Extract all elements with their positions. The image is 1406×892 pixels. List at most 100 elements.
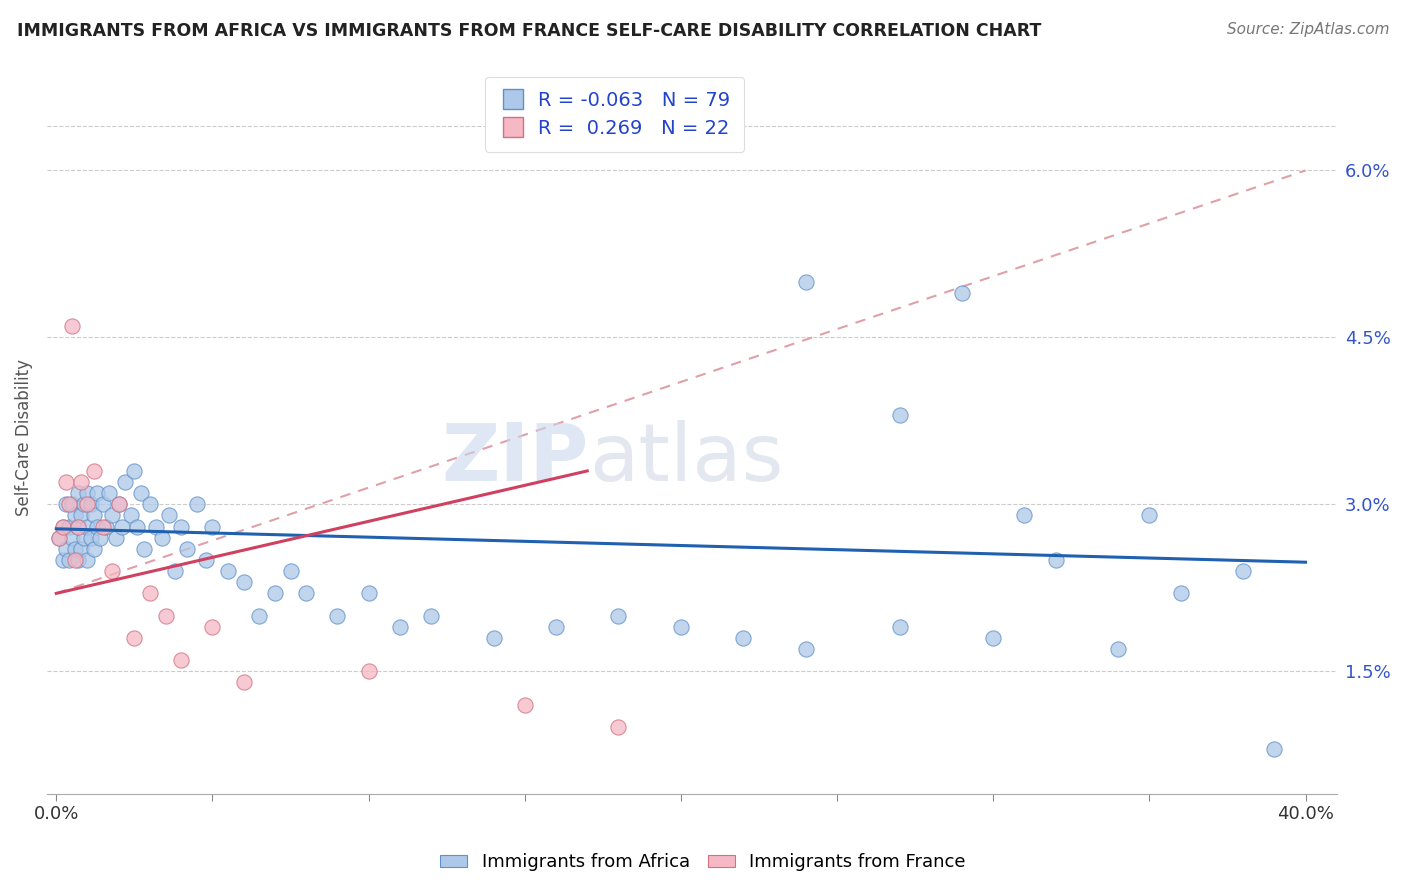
Point [79,531,101,545]
Point [76,497,98,511]
Point [107,497,129,511]
Point [482,631,505,645]
Point [186,497,208,511]
Point [170,653,193,667]
Point [67,553,90,567]
Point [201,519,224,533]
Point [127,519,149,533]
Text: atlas: atlas [589,420,783,498]
Point [91,497,114,511]
Point [889,620,911,634]
Point [139,497,162,511]
Point [157,508,180,523]
Point [70,508,93,523]
Point [950,285,973,300]
Point [70,475,93,489]
Point [139,586,162,600]
Point [67,519,90,533]
Point [247,608,270,623]
Point [544,620,567,634]
Point [217,564,239,578]
Point [1137,508,1160,523]
Point [163,564,186,578]
Point [132,541,155,556]
Point [357,586,380,600]
Point [83,508,105,523]
Point [357,665,380,679]
Point [48,531,70,545]
Point [70,541,93,556]
Text: Source: ZipAtlas.com: Source: ZipAtlas.com [1226,22,1389,37]
Point [176,541,198,556]
Point [67,486,90,500]
Point [794,642,817,657]
Point [152,531,174,545]
Y-axis label: Self-Care Disability: Self-Care Disability [15,359,32,516]
Point [513,698,536,712]
Point [51,519,73,533]
Text: ZIP: ZIP [441,420,589,498]
Point [280,564,302,578]
Point [1170,586,1192,600]
Point [170,519,193,533]
Point [111,519,134,533]
Point [51,553,73,567]
Point [55,541,77,556]
Point [60,531,83,545]
Point [129,486,152,500]
Point [114,475,136,489]
Point [86,519,108,533]
Point [58,553,80,567]
Point [295,586,318,600]
Point [76,486,98,500]
Point [669,620,692,634]
Point [83,464,105,478]
Point [55,497,77,511]
Point [58,519,80,533]
Legend: Immigrants from Africa, Immigrants from France: Immigrants from Africa, Immigrants from … [433,847,973,879]
Point [1045,553,1067,567]
Legend: R = -0.063   N = 79, R =  0.269   N = 22: R = -0.063 N = 79, R = 0.269 N = 22 [485,77,744,152]
Point [67,519,90,533]
Point [79,497,101,511]
Point [124,631,146,645]
Point [98,486,121,500]
Point [60,319,83,334]
Point [76,553,98,567]
Point [101,564,124,578]
Point [91,519,114,533]
Point [1232,564,1254,578]
Point [63,541,86,556]
Point [420,608,443,623]
Point [981,631,1004,645]
Point [1107,642,1129,657]
Point [124,464,146,478]
Point [1014,508,1036,523]
Point [326,608,349,623]
Point [794,275,817,289]
Point [388,620,411,634]
Point [232,575,254,590]
Point [48,531,70,545]
Point [733,631,755,645]
Point [107,497,129,511]
Point [63,553,86,567]
Point [155,608,177,623]
Point [264,586,287,600]
Point [63,508,86,523]
Point [76,519,98,533]
Point [73,497,96,511]
Point [58,497,80,511]
Point [607,720,630,734]
Point [1263,742,1285,756]
Point [55,475,77,489]
Point [120,508,142,523]
Point [104,531,127,545]
Point [101,508,124,523]
Point [60,497,83,511]
Point [145,519,167,533]
Point [232,675,254,690]
Point [607,608,630,623]
Point [86,486,108,500]
Point [89,531,111,545]
